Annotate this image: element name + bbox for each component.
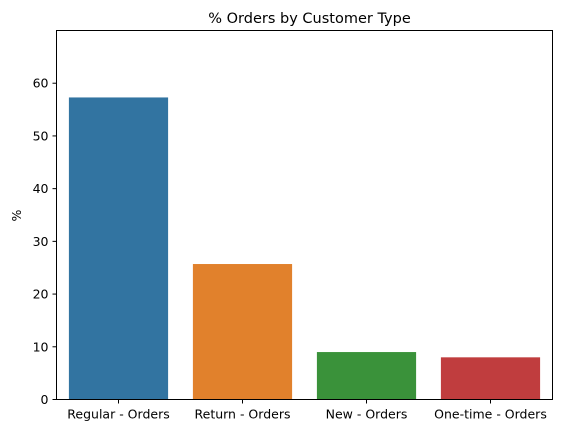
plot-frame xyxy=(56,30,553,400)
y-tick-label: 30 xyxy=(33,234,49,249)
bar xyxy=(192,264,293,400)
y-tick-label: 40 xyxy=(33,181,49,196)
bars-group xyxy=(68,97,541,400)
x-tick-label: Regular - Orders xyxy=(67,407,169,422)
bar xyxy=(68,97,169,400)
chart-title: % Orders by Customer Type xyxy=(208,11,411,27)
y-axis-label: % xyxy=(9,209,24,221)
y-tick-label: 0 xyxy=(41,392,49,407)
x-tick-label: One-time - Orders xyxy=(434,407,547,422)
y-tick-label: 50 xyxy=(33,128,49,143)
y-axis-ticks: 0 10 20 30 40 50 60 xyxy=(33,76,57,407)
y-tick-label: 10 xyxy=(33,339,49,354)
bar xyxy=(316,352,417,400)
y-tick-label: 20 xyxy=(33,287,49,302)
x-axis-ticks: Regular - Orders Return - Orders New - Ord… xyxy=(67,399,547,422)
y-tick-label: 60 xyxy=(33,76,49,91)
x-tick-label: Return - Orders xyxy=(195,407,291,422)
bar xyxy=(440,357,541,400)
x-tick-label: New - Orders xyxy=(326,407,408,422)
